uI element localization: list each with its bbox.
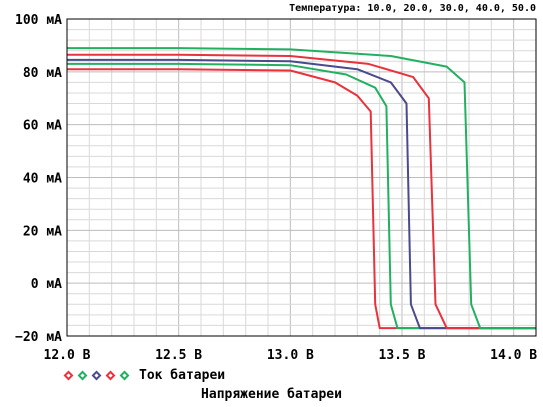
x-tick-label: 13.5 В xyxy=(379,348,426,363)
grid xyxy=(66,18,537,337)
y-tick-label: −20 мА xyxy=(15,330,62,345)
series-line-3 xyxy=(67,58,536,330)
temperature-subtitle: Температура: 10.0, 20.0, 30.0, 40.0, 50.… xyxy=(289,3,536,14)
y-tick-label: 100 мА xyxy=(15,13,62,28)
x-tick-label: 13.0 В xyxy=(267,348,314,363)
legend-label: Ток батареи xyxy=(139,368,226,383)
x-axis-label: Напряжение батареи xyxy=(201,387,342,402)
x-tick-label: 14.0 В xyxy=(490,348,537,363)
series-line-5 xyxy=(67,47,536,330)
legend-marker-1 xyxy=(63,370,74,381)
series-lines xyxy=(67,47,536,330)
x-tick-label: 12.0 В xyxy=(44,348,91,363)
legend: Ток батареи xyxy=(62,368,225,383)
plot-frame xyxy=(66,18,537,337)
y-tick-label: 40 мА xyxy=(23,172,62,187)
legend-marker-5 xyxy=(119,370,130,381)
x-tick-labels: 12.0 В 12.5 В 13.0 В 13.5 В 14.0 В xyxy=(44,348,538,363)
y-tick-label: 20 мА xyxy=(23,224,62,239)
series-line-4 xyxy=(67,53,536,330)
y-tick-label: 0 мА xyxy=(31,277,62,292)
y-tick-label: 60 мА xyxy=(23,119,62,134)
series-line-2 xyxy=(67,62,536,330)
x-tick-label: 12.5 В xyxy=(155,348,202,363)
legend-marker-2 xyxy=(77,370,88,381)
legend-marker-4 xyxy=(105,370,116,381)
legend-marker-3 xyxy=(91,370,102,381)
y-tick-labels: 100 мА 80 мА 60 мА 40 мА 20 мА 0 мА −20 мА xyxy=(15,13,62,345)
y-tick-label: 80 мА xyxy=(23,66,62,81)
series-line-1 xyxy=(67,68,536,330)
legend-markers xyxy=(62,370,131,381)
